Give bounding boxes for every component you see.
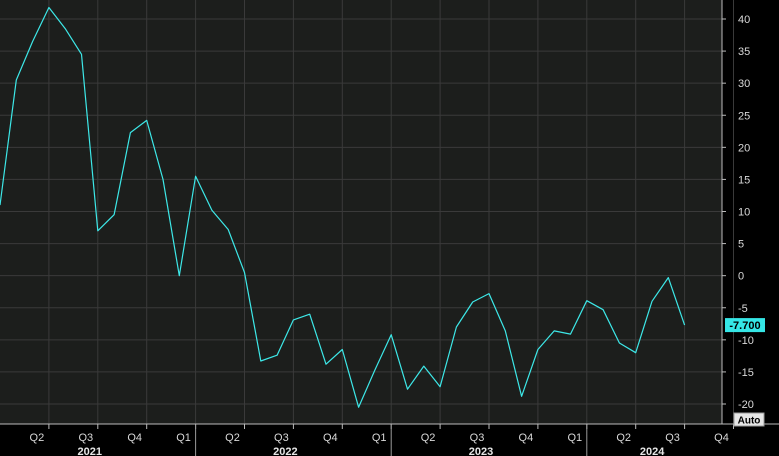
x-quarter-label: Q3 <box>470 432 485 444</box>
y-tick-label: -5 <box>738 303 748 315</box>
x-quarter-label: Q2 <box>30 432 45 444</box>
x-axis-ticks: Q2 Q3 Q4 Q1 Q2 Q3 Q4 Q1 Q2 Q3 Q4 Q1 Q2 Q3 Q4 2021 2022 20… <box>0 423 779 456</box>
x-quarter-label: Q4 <box>127 432 142 444</box>
y-tick-label: 35 <box>738 46 750 58</box>
y-axis-ticks: 40 35 30 25 20 15 10 5 0 -5 -10 -15 -20 <box>721 0 754 424</box>
y-tick-label: -20 <box>738 399 754 411</box>
y-tick-label: 20 <box>738 142 750 154</box>
x-quarter-label: Q2 <box>225 432 240 444</box>
y-tick-label: 15 <box>738 174 750 186</box>
series-line-layer <box>0 6 686 408</box>
last-value-tag: -7.700 <box>725 318 765 333</box>
y-tick-label: -15 <box>738 367 754 379</box>
auto-scale-button-label[interactable]: Auto <box>738 416 761 427</box>
x-quarter-label: Q3 <box>665 432 680 444</box>
y-tick-label: 30 <box>738 78 750 90</box>
grid-lines <box>0 0 734 424</box>
x-quarter-label: Q1 <box>176 432 191 444</box>
x-quarter-label: Q3 <box>274 432 289 444</box>
y-tick-label: 25 <box>738 110 750 122</box>
x-quarter-label: Q4 <box>714 432 729 444</box>
x-quarter-label: Q1 <box>372 432 387 444</box>
y-tick-label: -10 <box>738 335 754 347</box>
auto-scale-button-box[interactable] <box>733 412 765 427</box>
last-value-label: -7.700 <box>729 320 760 332</box>
last-value-tag-box <box>725 318 765 333</box>
x-quarter-label: Q4 <box>323 432 338 444</box>
x-year-label: 2022 <box>273 446 297 456</box>
x-quarter-label: Q2 <box>421 432 436 444</box>
x-quarter-label: Q1 <box>567 432 582 444</box>
x-quarter-label: Q4 <box>519 432 534 444</box>
y-tick-label: 5 <box>738 239 744 251</box>
y-tick-label: 10 <box>738 207 750 219</box>
auto-scale-button[interactable]: Auto <box>733 412 765 427</box>
x-quarter-label: Q3 <box>78 432 93 444</box>
x-quarter-label: Q2 <box>616 432 631 444</box>
x-year-label: 2023 <box>469 446 493 456</box>
y-tick-label: 0 <box>738 271 744 283</box>
x-year-label: 2021 <box>78 446 102 456</box>
x-year-label: 2024 <box>640 446 665 456</box>
series-line <box>0 6 686 408</box>
y-tick-label: 40 <box>738 14 750 26</box>
